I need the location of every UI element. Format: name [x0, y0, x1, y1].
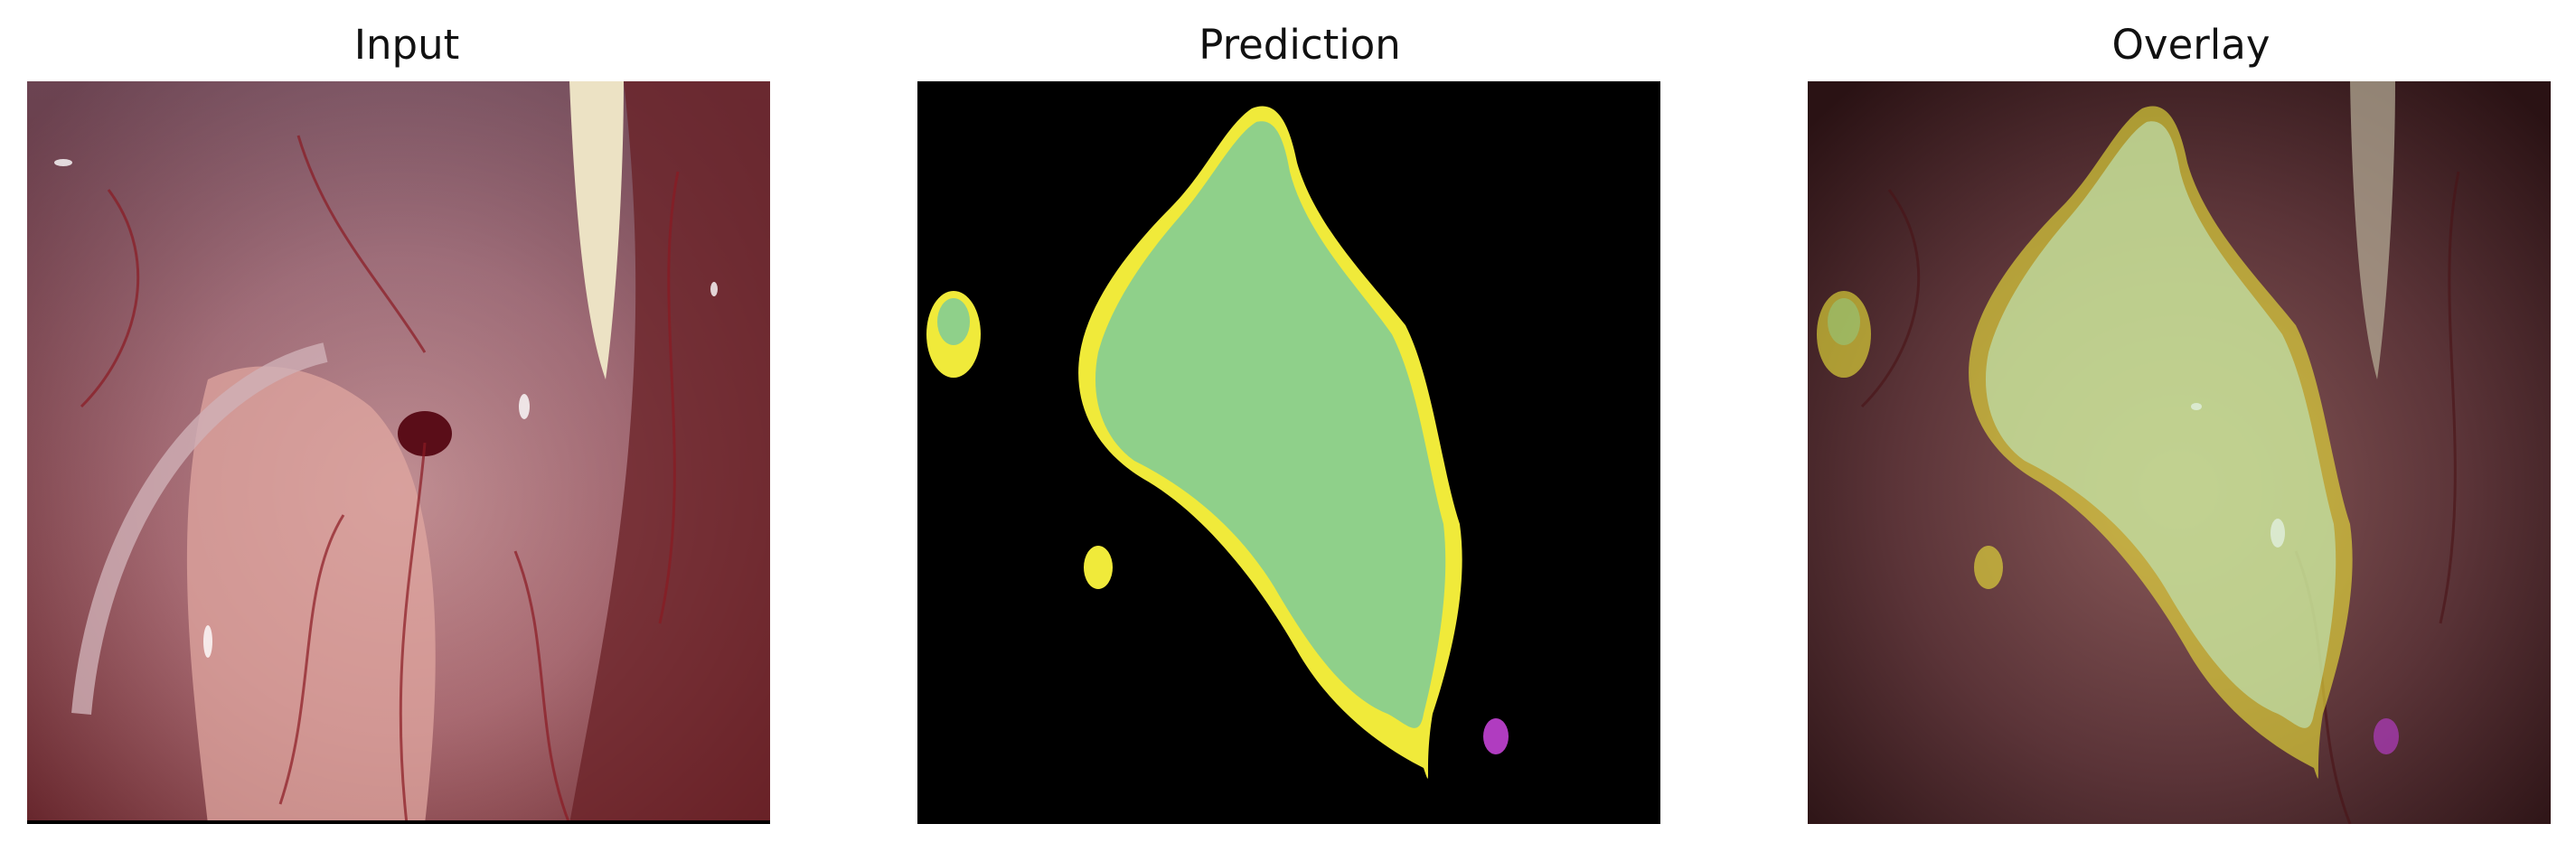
input-title: Input [353, 21, 460, 69]
prediction-title: Prediction [1199, 21, 1401, 69]
prediction-panel: Prediction [893, 0, 1706, 852]
overlay-title: Overlay [2111, 21, 2270, 69]
overlay-image [1808, 81, 2551, 824]
overlay-panel: Overlay [1784, 0, 2576, 852]
input-image [27, 81, 770, 824]
prediction-mask [917, 81, 1660, 824]
input-panel: Input [0, 0, 813, 852]
